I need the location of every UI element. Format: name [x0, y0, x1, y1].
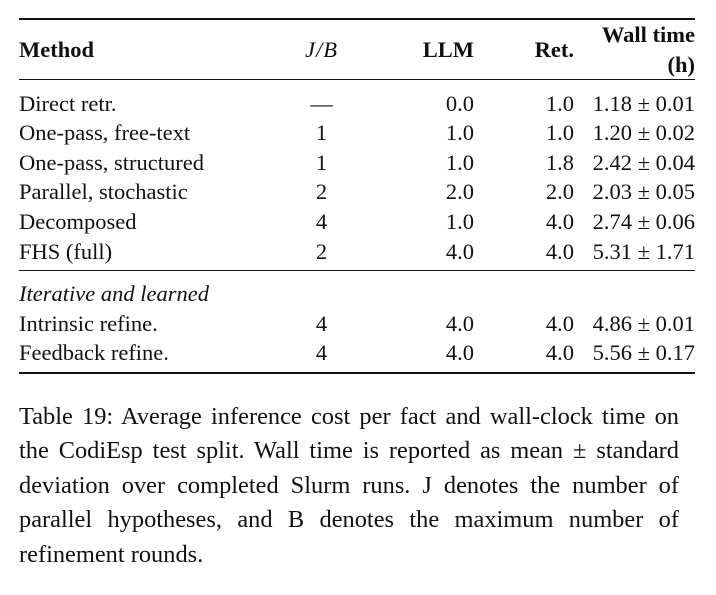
cell-jb: 2	[264, 236, 379, 271]
cell-wall-time: 1.20 ± 0.02	[592, 120, 695, 146]
cell-ret: 4.0	[545, 208, 574, 234]
cell-method: Intrinsic refine.	[19, 310, 158, 336]
cell-jb: 4	[315, 208, 328, 234]
table-header-row: Method J/B LLM Ret. Wall time (h)	[19, 19, 695, 81]
table-row: Parallel, stochastic 2 2.0 2.0 2.03 ± 0.…	[19, 177, 695, 207]
cell-llm: 4.0	[379, 236, 474, 271]
cell-wall-time: 1.18 ± 0.01	[592, 90, 695, 116]
cell-ret: 4.0	[474, 338, 574, 375]
section-label-row: Iterative and learned	[19, 270, 695, 309]
results-table: Method J/B LLM Ret. Wall time (h) Direct…	[19, 18, 695, 375]
cell-llm: 1.0	[445, 149, 474, 175]
header-jb: J/B	[264, 19, 379, 81]
table-row: Direct retr. — 0.0 1.0 1.18 ± 0.01	[19, 80, 695, 119]
table-row: Feedback refine. 4 4.0 4.0 5.56 ± 0.17	[19, 338, 695, 375]
cell-method: One-pass, free-text	[19, 120, 191, 146]
cell-method: Parallel, stochastic	[19, 179, 188, 205]
cell-wall-time: 4.86 ± 0.01	[592, 310, 695, 336]
header-llm: LLM	[379, 19, 474, 81]
table-row: Decomposed 4 1.0 4.0 2.74 ± 0.06	[19, 207, 695, 237]
cell-ret: 4.0	[545, 310, 574, 336]
table-row: One-pass, structured 1 1.0 1.8 2.42 ± 0.…	[19, 148, 695, 178]
cell-ret: 1.8	[545, 149, 574, 175]
cell-ret: 4.0	[474, 236, 574, 271]
header-ret: Ret.	[474, 19, 574, 81]
cell-llm: 1.0	[445, 208, 474, 234]
cell-llm: 0.0	[445, 90, 474, 116]
table-row: FHS (full) 2 4.0 4.0 5.31 ± 1.71	[19, 236, 695, 271]
cell-method: FHS (full)	[19, 236, 264, 271]
cell-jb: 1	[315, 149, 328, 175]
cell-method: Feedback refine.	[19, 338, 264, 375]
header-method: Method	[19, 19, 264, 81]
cell-jb: 2	[315, 179, 328, 205]
cell-wall-time: 5.56 ± 0.17	[574, 338, 695, 375]
table-container: Method J/B LLM Ret. Wall time (h) Direct…	[19, 18, 695, 375]
cell-llm: 2.0	[445, 179, 474, 205]
section-label: Iterative and learned	[19, 280, 209, 306]
table-row: Intrinsic refine. 4 4.0 4.0 4.86 ± 0.01	[19, 309, 695, 339]
cell-wall-time: 2.03 ± 0.05	[592, 179, 695, 205]
cell-ret: 1.0	[545, 120, 574, 146]
header-wall-time: Wall time (h)	[574, 19, 695, 81]
cell-method: Direct retr.	[19, 90, 117, 116]
cell-method: Decomposed	[19, 208, 137, 234]
cell-jb: 4	[264, 338, 379, 375]
cell-llm: 4.0	[379, 338, 474, 375]
cell-llm: 1.0	[445, 120, 474, 146]
cell-method: One-pass, structured	[19, 149, 204, 175]
cell-ret: 2.0	[545, 179, 574, 205]
cell-jb: 1	[315, 120, 328, 146]
cell-wall-time: 2.42 ± 0.04	[592, 149, 695, 175]
cell-wall-time: 2.74 ± 0.06	[592, 208, 695, 234]
cell-jb: 4	[315, 310, 328, 336]
cell-ret: 1.0	[545, 90, 574, 116]
table-row: One-pass, free-text 1 1.0 1.0 1.20 ± 0.0…	[19, 118, 695, 148]
cell-wall-time: 5.31 ± 1.71	[574, 236, 695, 271]
cell-llm: 4.0	[445, 310, 474, 336]
cell-jb: —	[310, 90, 333, 116]
table-caption: Table 19: Average inference cost per fac…	[19, 403, 679, 568]
